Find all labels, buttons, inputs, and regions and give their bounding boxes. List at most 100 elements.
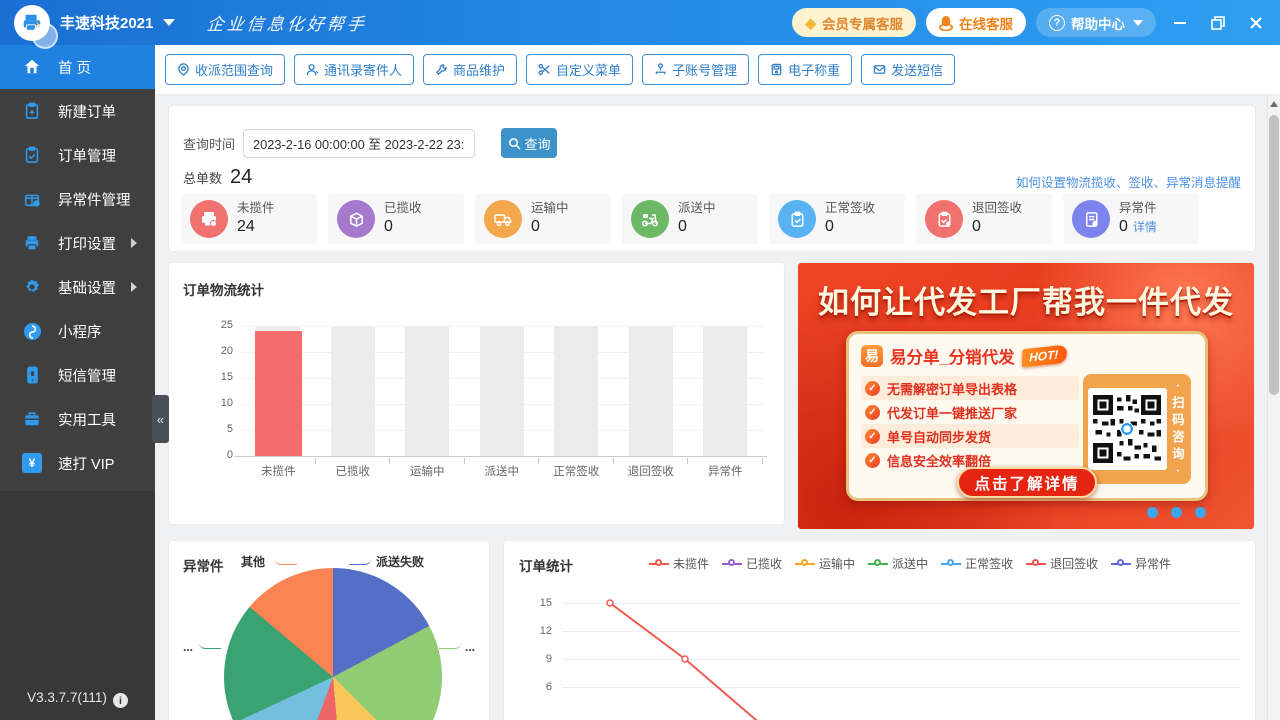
status-card-signed[interactable]: 正常签收 0 <box>769 194 905 244</box>
yi-logo-icon: 易 <box>861 345 883 367</box>
sidebar: 首 页 新建订单 订单管理 ! 异常件管理 <box>0 45 155 720</box>
bar-pending-pickup[interactable] <box>255 331 302 456</box>
phone-icon <box>22 365 42 385</box>
sidebar-item-new-order[interactable]: 新建订单 <box>0 89 155 133</box>
carousel-dot[interactable] <box>1147 507 1158 518</box>
sidebar-item-sms-manage[interactable]: 短信管理 <box>0 353 155 397</box>
pie-label-delivery-failed: 派送失败 <box>376 555 425 569</box>
person-icon <box>306 64 319 76</box>
sidebar-item-label: 速打 VIP <box>58 456 115 473</box>
vip-service-label: 会员专属客服 <box>822 16 903 32</box>
search-button[interactable]: 查询 <box>501 128 558 158</box>
sidebar-item-home[interactable]: 首 页 <box>0 45 155 89</box>
abnormal-package-icon: ! <box>22 189 42 209</box>
pie-chart-title: 异常件 <box>183 559 224 574</box>
sidebar-item-print-settings[interactable]: 打印设置 <box>0 221 155 265</box>
sidebar-item-vip-print[interactable]: ¥ 速打 VIP <box>0 441 155 485</box>
home-icon <box>22 57 42 77</box>
help-center-button[interactable]: ? 帮助中心 <box>1036 8 1156 37</box>
info-icon[interactable]: i <box>112 693 128 708</box>
sidebar-item-label: 短信管理 <box>58 368 116 385</box>
signed-icon <box>778 200 816 238</box>
app-logo <box>14 4 58 49</box>
contacts-sender-button[interactable]: 通讯录寄件人 <box>294 54 415 85</box>
restore-button[interactable] <box>1204 9 1232 37</box>
status-card-pending-pickup[interactable]: 未揽件 24 <box>181 194 317 244</box>
scroll-up-arrow-icon[interactable] <box>1268 97 1280 111</box>
abnormal-pie-panel: 异常件 其他 派送失败 ... ... <box>168 540 490 720</box>
svg-text:!: ! <box>36 202 38 208</box>
bar-chart-plot <box>235 326 767 464</box>
minimize-button[interactable] <box>1166 9 1194 37</box>
scissors-icon <box>538 63 550 76</box>
abnormal-icon: ! <box>1072 200 1110 238</box>
sidebar-collapse-handle[interactable]: « <box>152 395 169 443</box>
banner-bullets: ✓ 无需解密订单导出表格 ✓ 代发订单一键推送厂家 ✓ 单号自动同步发货 ✓ 信息安全效… <box>861 376 1079 472</box>
qr-caption: · 扫码咨询 · <box>1172 379 1185 478</box>
status-card-abnormal[interactable]: ! 异常件 0 详情 <box>1063 194 1199 244</box>
line-chart-legend: 未揽件 已揽收 运输中 派送中 正常签收 退回签收 异常件 <box>649 555 1171 572</box>
query-time-label: 查询时间 <box>183 136 236 152</box>
check-icon: ✓ <box>865 452 880 468</box>
search-icon <box>508 137 521 150</box>
carousel-dot[interactable] <box>1171 507 1182 518</box>
qr-panel: · 扫码咨询 · <box>1083 374 1191 484</box>
close-button[interactable] <box>1242 9 1270 37</box>
send-sms-button[interactable]: 发送短信 <box>861 54 956 85</box>
sidebar-item-basic-settings[interactable]: 基础设置 <box>0 265 155 309</box>
gear-icon <box>22 277 42 297</box>
carousel-dot[interactable] <box>1195 507 1206 518</box>
vip-service-button[interactable]: ◈ 会员专属客服 <box>792 8 916 37</box>
account-chevron-down-icon[interactable] <box>163 19 176 26</box>
banner-cta-button[interactable]: 点击了解详情 <box>957 467 1097 498</box>
diamond-icon: ◈ <box>805 14 816 31</box>
online-service-button[interactable]: 在线客服 <box>926 8 1026 37</box>
banner-headline: 如何让代发工厂帮我一件代发 <box>818 285 1234 320</box>
version-row: V3.3.7.7(111) i <box>0 690 155 708</box>
pie-label-right: ... <box>465 640 476 654</box>
sidebar-item-tools[interactable]: 实用工具 <box>0 397 155 441</box>
help-center-label: 帮助中心 <box>1071 16 1125 32</box>
status-card-delivering[interactable]: 派送中 0 <box>622 194 758 244</box>
notify-settings-link[interactable]: 如何设置物流揽收、签收、异常消息提醒 <box>1015 176 1241 190</box>
promo-banner[interactable]: 如何让代发工厂帮我一件代发 易 易分单_分销代发 HOT! ✓ 无需解密订单导出表… <box>797 262 1255 530</box>
sidebar-item-order-manage[interactable]: 订单管理 <box>0 133 155 177</box>
status-card-picked-up[interactable]: 已揽收 0 <box>328 194 464 244</box>
logistics-bar-chart-panel: 订单物流统计 25 20 15 10 5 0 <box>168 262 785 525</box>
scrollbar[interactable] <box>1267 95 1280 720</box>
sidebar-item-label: 小程序 <box>58 324 102 341</box>
electronic-scale-button[interactable]: 电子称重 <box>758 54 853 85</box>
ghost-badge-icon <box>32 22 58 49</box>
line-chart-plot <box>562 597 1240 720</box>
pie-chart[interactable] <box>224 568 442 720</box>
range-query-button[interactable]: 收派范围查询 <box>165 54 286 85</box>
status-card-in-transit[interactable]: 运输中 0 <box>475 194 611 244</box>
scooter-icon <box>631 200 669 238</box>
status-card-returned[interactable]: 退回签收 0 <box>916 194 1052 244</box>
order-manage-icon <box>22 145 42 165</box>
product-maintain-button[interactable]: 商品维护 <box>423 54 518 85</box>
abnormal-detail-link[interactable]: 详情 <box>1132 219 1157 234</box>
app-title: 丰速科技2021 <box>60 15 154 32</box>
date-range-input[interactable] <box>243 128 476 158</box>
sidebar-item-label: 异常件管理 <box>58 192 131 209</box>
miniprogram-icon <box>22 321 42 341</box>
scrollbar-thumb[interactable] <box>1269 115 1279 395</box>
hot-badge: HOT! <box>1021 344 1068 368</box>
custom-menu-button[interactable]: 自定义菜单 <box>526 54 634 85</box>
returned-icon <box>925 200 963 238</box>
app-slogan: 企业信息化好帮手 <box>206 15 369 34</box>
sidebar-item-abnormal-manage[interactable]: ! 异常件管理 <box>0 177 155 221</box>
total-orders-value: 24 <box>230 166 253 188</box>
truck-icon <box>484 200 522 238</box>
submenu-arrow-icon <box>131 238 137 248</box>
question-icon: ? <box>1049 14 1065 31</box>
line-series-svg[interactable] <box>562 597 1240 720</box>
sidebar-item-label: 实用工具 <box>58 412 116 429</box>
org-chart-icon <box>655 63 666 75</box>
sidebar-item-miniprogram[interactable]: 小程序 <box>0 309 155 353</box>
new-order-icon <box>22 101 42 121</box>
subaccount-button[interactable]: 子账号管理 <box>642 54 750 85</box>
